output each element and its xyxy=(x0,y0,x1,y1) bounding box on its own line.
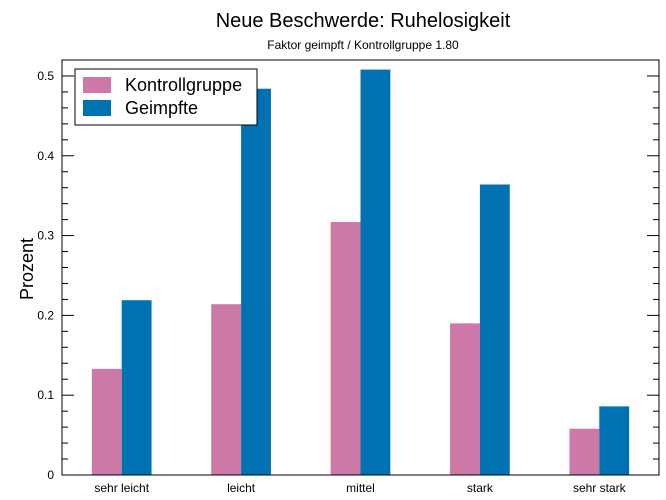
bar-kontrollgruppe-sehr-stark xyxy=(569,428,600,475)
y-tick-label: 0.5 xyxy=(37,69,54,83)
y-tick-label: 0.2 xyxy=(37,308,54,322)
bars-layer xyxy=(91,69,630,476)
bar-kontrollgruppe-mittel xyxy=(330,222,361,475)
bar-geimpfte-sehr-stark xyxy=(599,406,630,475)
bar-geimpfte-sehr-leicht xyxy=(121,300,152,475)
bar-geimpfte-leicht xyxy=(241,88,271,475)
chart-title: Neue Beschwerde: Ruhelosigkeit xyxy=(216,10,511,32)
bar-geimpfte-stark xyxy=(479,184,510,475)
y-tick-label: 0.4 xyxy=(37,149,54,163)
bar-kontrollgruppe-leicht xyxy=(211,304,242,475)
legend-label-geimpfte: Geimpfte xyxy=(125,98,198,118)
axes-layer: 0 0.1 0.2 0.3 0.4 0.5 sehr leicht leicht mittel s… xyxy=(37,59,660,495)
bar-geimpfte-mittel xyxy=(360,69,391,476)
legend-label-kontrollgruppe: Kontrollgruppe xyxy=(125,75,242,95)
chart-subtitle: Faktor geimpft / Kontrollgruppe 1.80 xyxy=(267,38,459,52)
y-tick-label: 0.3 xyxy=(37,229,54,243)
x-tick-label: mittel xyxy=(346,481,375,495)
x-tick-label: leicht xyxy=(227,481,256,495)
x-tick-label: sehr stark xyxy=(573,481,627,495)
y-axis-label: Prozent xyxy=(17,238,37,300)
legend: Kontrollgruppe Geimpfte xyxy=(74,68,258,126)
bar-kontrollgruppe-stark xyxy=(450,323,480,475)
legend-swatch-geimpfte xyxy=(83,100,111,116)
y-tick-label: 0.1 xyxy=(37,388,54,402)
legend-swatch-kontrollgruppe xyxy=(83,77,111,93)
x-tick-label: sehr leicht xyxy=(94,481,149,495)
bar-kontrollgruppe-sehr-leicht xyxy=(91,368,122,475)
x-tick-label: stark xyxy=(467,481,494,495)
y-tick-label: 0 xyxy=(47,468,54,482)
